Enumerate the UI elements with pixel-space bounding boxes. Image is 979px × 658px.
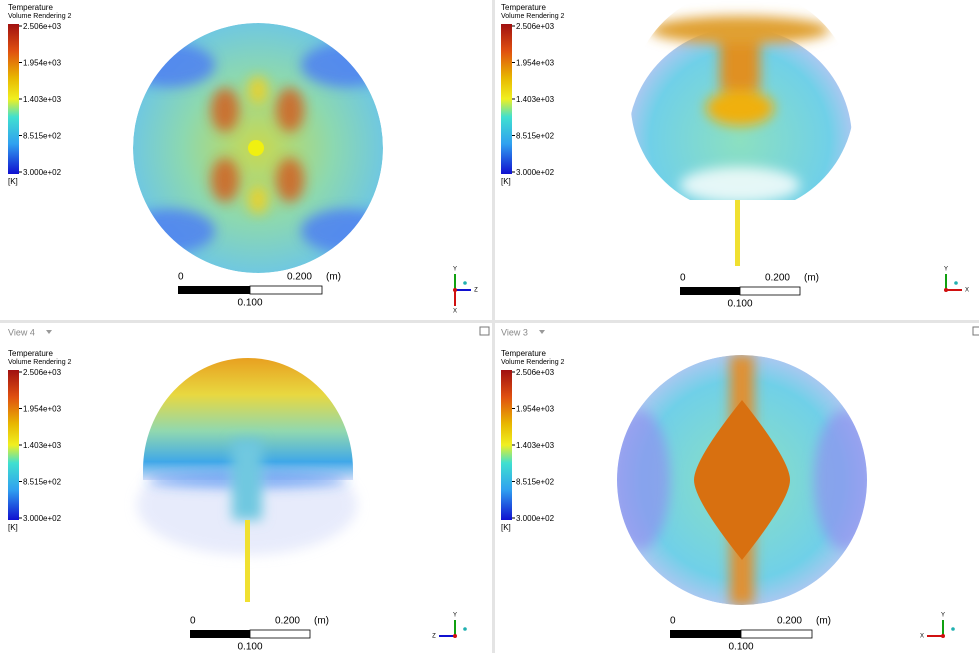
legend-unit: [K] xyxy=(501,177,511,186)
scale-end: 0.200 xyxy=(777,616,802,627)
scale-unit: (m) xyxy=(326,272,341,283)
legend-unit: [K] xyxy=(8,523,18,532)
scale-bar-black xyxy=(670,630,741,638)
legend-title: Temperature xyxy=(501,3,546,12)
triad-dot xyxy=(954,281,958,285)
triad-origin xyxy=(941,634,945,638)
view-header: View 3 xyxy=(501,327,528,337)
triad-origin xyxy=(944,288,948,292)
scale-bar-black xyxy=(178,286,250,294)
scale-mid: 0.100 xyxy=(728,642,753,653)
legend-tick-label: 1.954e+03 xyxy=(516,59,555,68)
scale-start: 0 xyxy=(670,616,676,627)
legend-subtitle: Volume Rendering 2 xyxy=(501,359,565,366)
legend-tick-label: 3.000e+02 xyxy=(23,514,62,523)
scale-start: 0 xyxy=(680,273,686,284)
legend-subtitle: Volume Rendering 2 xyxy=(501,13,565,20)
legend-tick-label: 3.000e+02 xyxy=(23,168,62,177)
triad-label: X xyxy=(965,288,969,294)
legend-tick-label: 1.954e+03 xyxy=(23,59,62,68)
legend-tick-label: 1.403e+03 xyxy=(23,441,62,450)
divider xyxy=(0,320,979,323)
legend-tick-label: 2.506e+03 xyxy=(23,368,62,377)
scale-mid: 0.100 xyxy=(237,298,262,309)
color-bar xyxy=(8,24,19,174)
triad-label: Y xyxy=(453,267,457,273)
triad-label: Z xyxy=(474,288,478,294)
triad-label: X xyxy=(920,634,924,640)
legend-subtitle: Volume Rendering 2 xyxy=(8,13,72,20)
scale-mid: 0.100 xyxy=(727,299,752,310)
dropdown-arrow xyxy=(539,330,545,334)
legend-tick-label: 1.954e+03 xyxy=(23,405,62,414)
legend-tick-label: 8.515e+02 xyxy=(23,478,62,487)
triad-dot xyxy=(463,627,467,631)
color-bar xyxy=(501,24,512,174)
legend-title: Temperature xyxy=(8,349,53,358)
scale-bar-black xyxy=(680,287,740,295)
triad-origin xyxy=(453,288,457,292)
render xyxy=(628,16,852,266)
legend-title: Temperature xyxy=(501,349,546,358)
view-header: View 4 xyxy=(8,327,35,337)
scale-end: 0.200 xyxy=(275,616,300,627)
scale-bar-white xyxy=(250,630,310,638)
scale-bar-white xyxy=(741,630,812,638)
triad-label: Y xyxy=(941,613,945,619)
scale-bar-white xyxy=(740,287,800,295)
divider xyxy=(492,0,495,653)
triad-dot xyxy=(951,627,955,631)
scale-end: 0.200 xyxy=(287,272,312,283)
legend-tick-label: 8.515e+02 xyxy=(516,132,555,141)
legend-unit: [K] xyxy=(8,177,18,186)
legend-tick-label: 1.954e+03 xyxy=(516,405,555,414)
triad-dot xyxy=(463,281,467,285)
legend-tick-label: 2.506e+03 xyxy=(516,368,555,377)
viewer: TemperatureVolume Rendering 22.506e+031.… xyxy=(0,0,979,653)
scale-unit: (m) xyxy=(816,616,831,627)
scale-start: 0 xyxy=(190,616,196,627)
triad-label: X xyxy=(453,309,457,315)
legend-tick-label: 2.506e+03 xyxy=(23,22,62,31)
scale-bar-black xyxy=(190,630,250,638)
triad-label: Z xyxy=(432,634,436,640)
render xyxy=(610,355,874,605)
maximize-icon[interactable] xyxy=(480,327,489,335)
scale-start: 0 xyxy=(178,272,184,283)
legend-tick-label: 8.515e+02 xyxy=(23,132,62,141)
legend-unit: [K] xyxy=(501,523,511,532)
legend-tick-label: 2.506e+03 xyxy=(516,22,555,31)
legend-tick-label: 8.515e+02 xyxy=(516,478,555,487)
dropdown-arrow xyxy=(46,330,52,334)
legend-tick-label: 3.000e+02 xyxy=(516,168,555,177)
scale-unit: (m) xyxy=(314,616,329,627)
legend-tick-label: 1.403e+03 xyxy=(23,95,62,104)
legend-tick-label: 3.000e+02 xyxy=(516,514,555,523)
render xyxy=(125,23,391,273)
maximize-icon[interactable] xyxy=(973,327,979,335)
scale-mid: 0.100 xyxy=(237,642,262,653)
scale-bar-white xyxy=(250,286,322,294)
triad-origin xyxy=(453,634,457,638)
color-bar xyxy=(501,370,512,520)
legend-subtitle: Volume Rendering 2 xyxy=(8,359,72,366)
legend-tick-label: 1.403e+03 xyxy=(516,441,555,450)
triad-label: Y xyxy=(944,267,948,273)
scale-unit: (m) xyxy=(804,273,819,284)
render xyxy=(137,358,357,602)
triad-label: Y xyxy=(453,613,457,619)
color-bar xyxy=(8,370,19,520)
legend-tick-label: 1.403e+03 xyxy=(516,95,555,104)
legend-title: Temperature xyxy=(8,3,53,12)
scale-end: 0.200 xyxy=(765,273,790,284)
